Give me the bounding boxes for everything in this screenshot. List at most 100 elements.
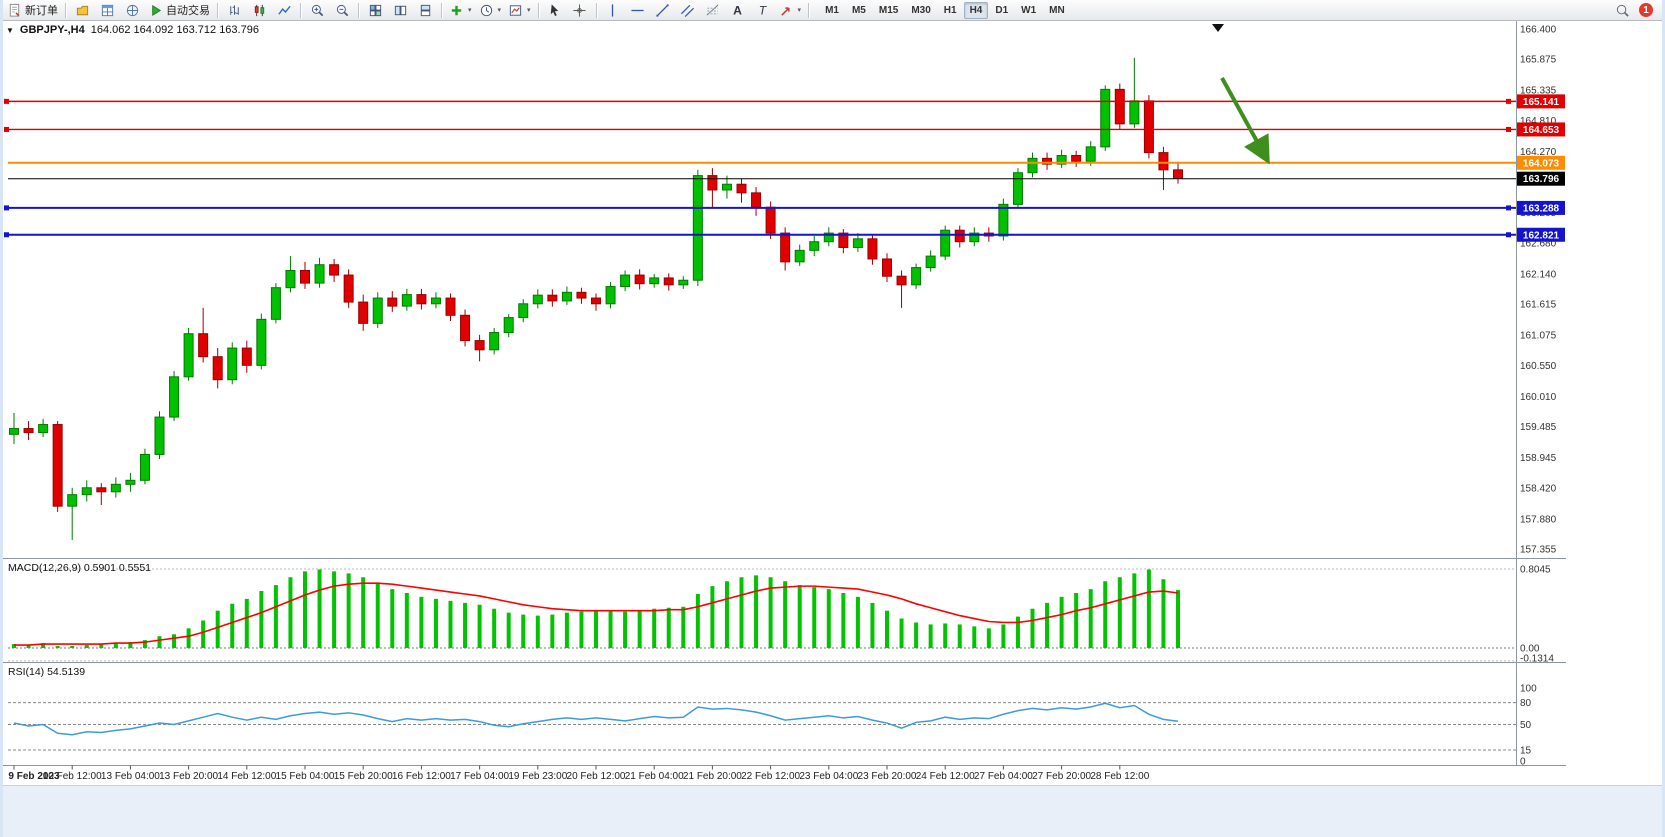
price-tag-label: 164.653 bbox=[1523, 125, 1560, 136]
tile-vertically-button[interactable] bbox=[388, 0, 412, 20]
candle-body bbox=[67, 494, 78, 507]
clock-icon bbox=[480, 4, 492, 16]
candle-body bbox=[809, 241, 820, 251]
candle-body bbox=[1158, 152, 1169, 171]
candle-body bbox=[52, 424, 63, 507]
tile-windows-button[interactable] bbox=[363, 0, 387, 20]
zoom-in-button[interactable] bbox=[305, 0, 329, 20]
line-handle[interactable] bbox=[4, 205, 9, 211]
horizontal-line-tool-button[interactable] bbox=[626, 0, 650, 20]
candle-body bbox=[867, 238, 878, 260]
timeframe-H1[interactable]: H1 bbox=[943, 4, 957, 16]
indicators-button[interactable]: ▾ bbox=[446, 0, 475, 20]
macd-signal-line bbox=[14, 582, 1179, 646]
candle-body bbox=[532, 294, 543, 305]
candle-body bbox=[358, 301, 369, 324]
line-handle[interactable] bbox=[4, 98, 9, 104]
candle-body bbox=[518, 303, 529, 319]
candle-body bbox=[838, 232, 849, 248]
time-axis-label: 9 Feb 2023 bbox=[8, 771, 60, 782]
market-watch-button[interactable] bbox=[95, 0, 119, 20]
chart-canvas[interactable]: 166.400 165.875 165.335 164.810 164.270 163.7… bbox=[0, 20, 1665, 785]
candle-body bbox=[561, 291, 572, 302]
navigator-button[interactable] bbox=[120, 0, 144, 20]
chart-menu-arrow-icon[interactable]: ▼ bbox=[6, 25, 14, 35]
line-chart-icon bbox=[277, 5, 291, 15]
time-axis-label: 21 Feb 20:00 bbox=[683, 771, 742, 782]
window-bottom-frame bbox=[0, 785, 1665, 837]
candle-body bbox=[751, 192, 762, 208]
candlestick-chart-button[interactable] bbox=[247, 0, 271, 20]
timeframe-W1[interactable]: W1 bbox=[1021, 4, 1037, 16]
notification-badge[interactable]: 1 bbox=[1639, 3, 1653, 17]
line-handle[interactable] bbox=[1506, 126, 1511, 132]
time-axis-label: 19 Feb 23:00 bbox=[508, 771, 567, 782]
timeframe-M5[interactable]: M5 bbox=[851, 4, 866, 16]
chart-symbol-period: GBPJPY-,H4 bbox=[19, 24, 85, 36]
fibonacci-retracement-icon bbox=[706, 4, 719, 16]
bar-chart-button[interactable] bbox=[222, 0, 246, 20]
window-border-right bbox=[1662, 0, 1665, 837]
price-axis-tick: 160.010 bbox=[1520, 392, 1557, 403]
vertical-line-tool-button[interactable] bbox=[601, 0, 625, 20]
price-axis-tick: 159.485 bbox=[1520, 422, 1557, 433]
chart-ohlc-quote: 164.062 164.092 163.712 163.796 bbox=[90, 24, 259, 36]
window-border-left bbox=[0, 0, 3, 837]
timeframe-MN[interactable]: MN bbox=[1049, 4, 1065, 16]
line-handle[interactable] bbox=[1506, 232, 1511, 238]
zoom-out-button[interactable] bbox=[330, 0, 354, 20]
label-tool-button[interactable]: T bbox=[751, 0, 775, 20]
macd-axis-tick: -0.1314 bbox=[1520, 654, 1554, 665]
time-axis-label: 17 Feb 04:00 bbox=[450, 771, 509, 782]
candle-body bbox=[125, 479, 136, 485]
autotrading-button[interactable]: 自动交易 bbox=[145, 0, 213, 20]
scroll-to-end-marker-icon[interactable] bbox=[1212, 24, 1224, 32]
toolbar-separator bbox=[65, 2, 66, 18]
profiles-button[interactable] bbox=[70, 0, 94, 20]
candle-body bbox=[547, 294, 558, 302]
new-order-button[interactable]: 新订单 bbox=[4, 0, 61, 20]
candle-body bbox=[198, 333, 209, 358]
candle-body bbox=[343, 274, 354, 303]
timeframe-M1[interactable]: M1 bbox=[825, 4, 839, 16]
candle-body bbox=[139, 453, 150, 481]
line-handle[interactable] bbox=[1506, 205, 1511, 211]
timeframe-M30[interactable]: M30 bbox=[911, 4, 931, 16]
line-handle[interactable] bbox=[4, 126, 9, 132]
cursor-button[interactable] bbox=[543, 0, 567, 20]
trend-arrow-annotation[interactable] bbox=[1220, 77, 1270, 165]
arrow-shapes-button[interactable]: ▾ bbox=[776, 0, 805, 20]
candle-body bbox=[634, 274, 645, 285]
timeframe-M15[interactable]: M15 bbox=[878, 4, 899, 16]
templates-button[interactable]: ▾ bbox=[505, 0, 534, 20]
horizontal-line-icon bbox=[631, 9, 644, 11]
line-handle[interactable] bbox=[4, 232, 9, 238]
tile-horizontally-button[interactable] bbox=[413, 0, 437, 20]
timeframe-D1[interactable]: D1 bbox=[995, 4, 1009, 16]
price-tag bbox=[1517, 94, 1565, 109]
line-chart-button[interactable] bbox=[272, 0, 296, 20]
market-watch-icon bbox=[101, 4, 113, 16]
candle-body bbox=[591, 297, 601, 305]
line-handle[interactable] bbox=[1506, 98, 1511, 104]
dropdown-caret-icon: ▾ bbox=[497, 6, 502, 14]
price-axis-tick: 160.550 bbox=[1520, 361, 1557, 372]
macd-label: MACD(12,26,9) 0.5901 0.5551 bbox=[8, 562, 152, 574]
candle-body bbox=[38, 424, 49, 434]
periods-button[interactable]: ▾ bbox=[476, 0, 505, 20]
search-button[interactable] bbox=[1610, 0, 1634, 20]
timeframe-H4[interactable]: H4 bbox=[963, 1, 989, 19]
dropdown-caret-icon: ▾ bbox=[468, 6, 472, 14]
channel-tool-button[interactable] bbox=[676, 0, 700, 20]
candle-body bbox=[1042, 157, 1053, 165]
candle-body bbox=[503, 317, 514, 334]
trendline-tool-button[interactable] bbox=[651, 0, 675, 20]
toolbar-separator bbox=[441, 2, 442, 18]
fibonacci-tool-button[interactable] bbox=[701, 0, 725, 20]
crosshair-button[interactable] bbox=[568, 0, 592, 20]
price-axis-tick: 158.420 bbox=[1520, 483, 1557, 494]
candle-body bbox=[241, 347, 252, 366]
text-tool-button[interactable]: A bbox=[726, 0, 750, 20]
candle-body bbox=[1173, 169, 1183, 179]
